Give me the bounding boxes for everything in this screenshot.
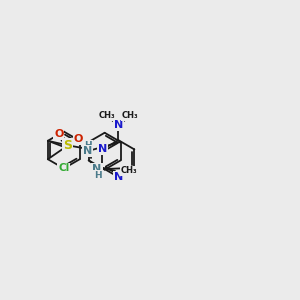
Text: N: N — [98, 144, 107, 154]
Text: H: H — [94, 171, 101, 180]
Text: Cl: Cl — [58, 164, 69, 173]
Text: H: H — [85, 141, 92, 150]
Text: O: O — [74, 134, 83, 144]
Text: CH₃: CH₃ — [120, 166, 137, 175]
Text: S: S — [63, 139, 72, 152]
Text: O: O — [54, 129, 64, 139]
Text: N: N — [114, 172, 123, 182]
Text: N: N — [83, 146, 92, 156]
Text: CH₃: CH₃ — [98, 111, 115, 120]
Text: CH₃: CH₃ — [122, 111, 139, 120]
Text: N: N — [114, 120, 123, 130]
Text: N: N — [92, 164, 102, 174]
